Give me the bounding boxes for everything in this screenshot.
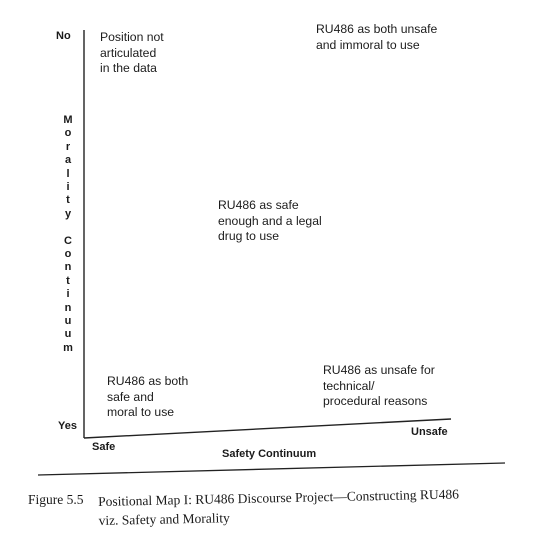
- position-top-right: RU486 as both unsafe and immoral to use: [316, 22, 438, 52]
- figure-label: Figure 5.5: [28, 492, 84, 507]
- x-axis-left-label: Safe: [92, 441, 116, 453]
- position-top-left: Position not articulated in the data: [100, 30, 164, 75]
- y-axis-top-label: No: [56, 30, 71, 42]
- caption-rule: [37, 462, 506, 476]
- position-bottom-left: RU486 as both safe and moral to use: [107, 374, 189, 419]
- x-axis-title: Safety Continuum: [222, 448, 317, 460]
- x-axis-line: [83, 418, 452, 439]
- position-center: RU486 as safe enough and a legal drug to…: [218, 198, 322, 243]
- y-axis-title-gap: [61, 221, 75, 234]
- position-bottom-right: RU486 as unsafe for technical/ procedura…: [323, 363, 435, 408]
- y-axis-bottom-label: Yes: [58, 420, 77, 432]
- x-axis-right-label: Unsafe: [411, 426, 448, 438]
